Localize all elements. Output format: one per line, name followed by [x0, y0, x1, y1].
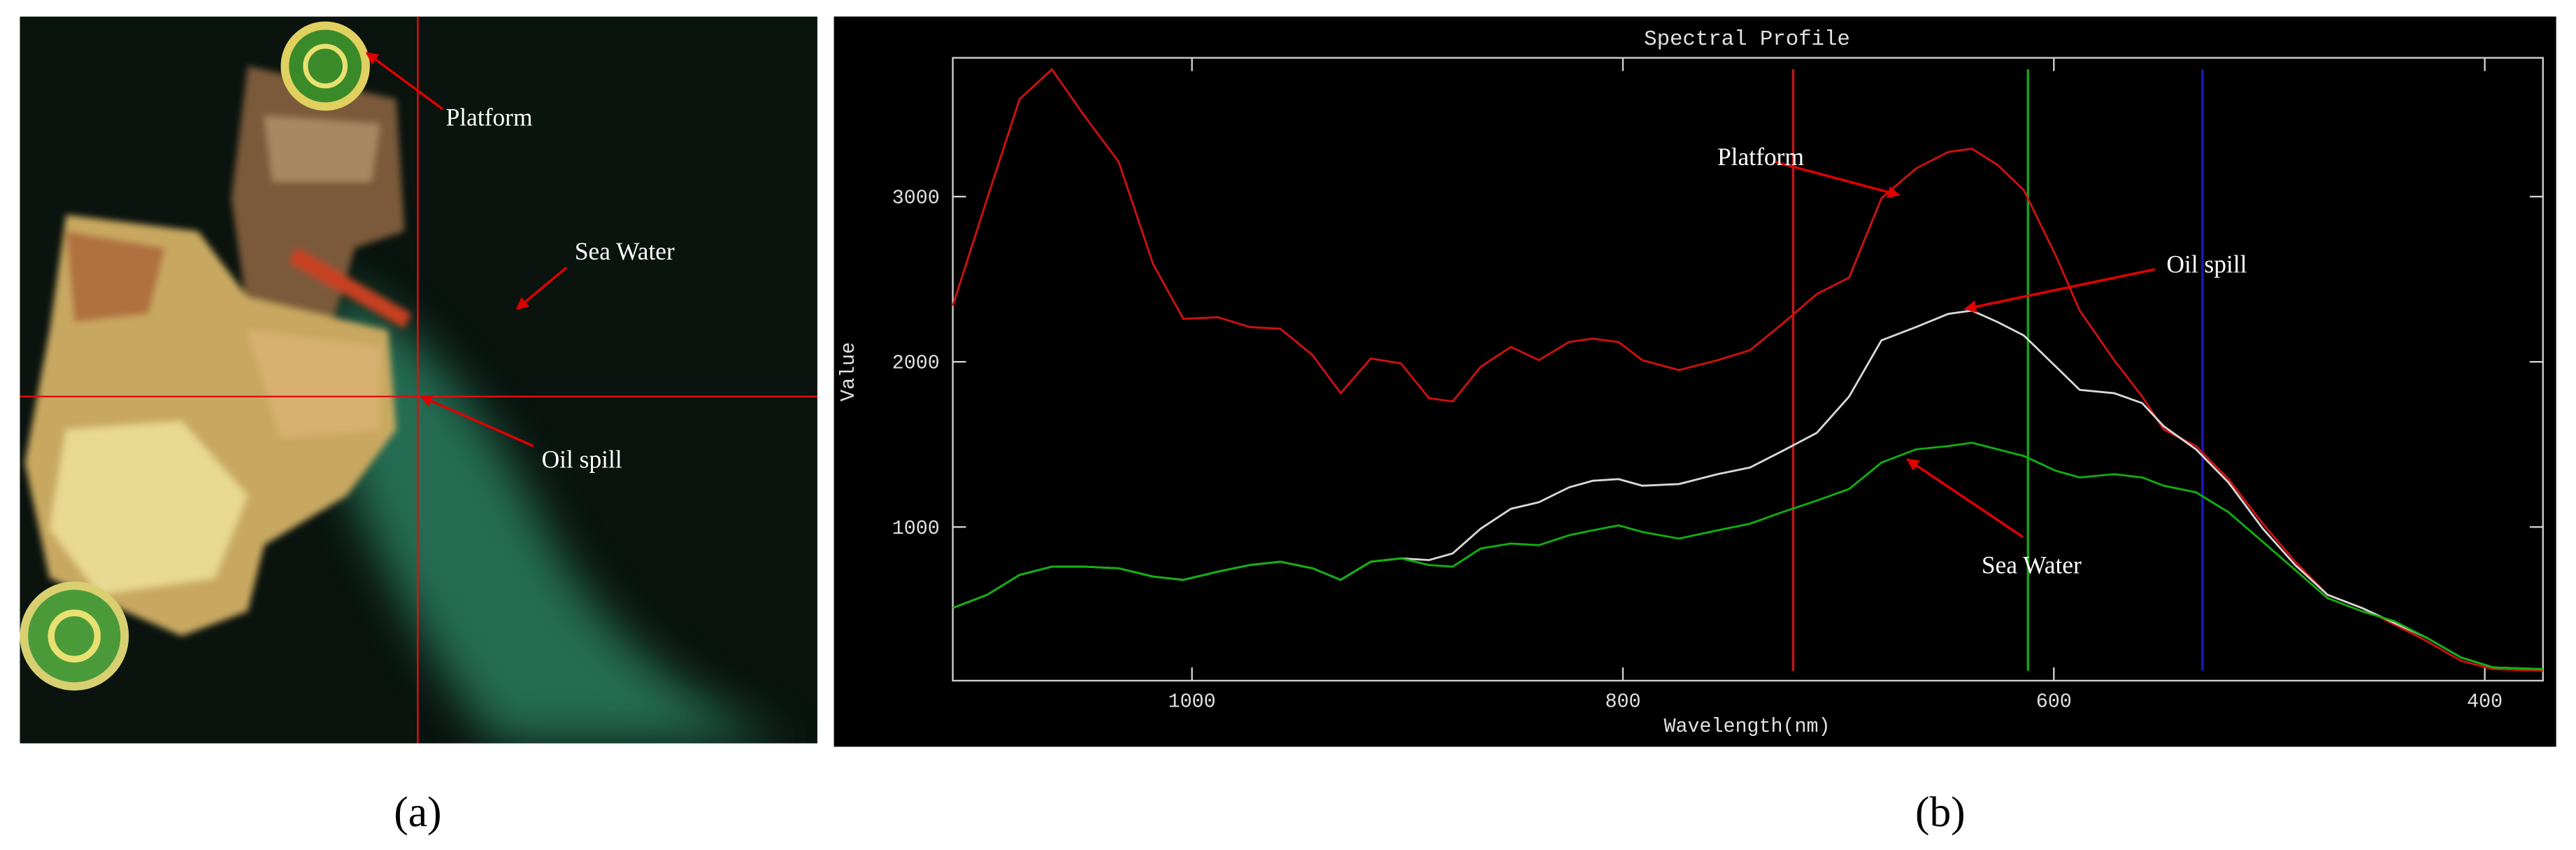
y-axis-label: Value — [837, 342, 860, 402]
y-tick-label: 3000 — [892, 186, 940, 209]
y-tick-label: 2000 — [892, 352, 940, 375]
plot: 1000 2000 3000 1000 800 600 400 Platform Oil spi… — [892, 57, 2543, 714]
chart-background — [833, 16, 2556, 747]
helipad — [289, 29, 362, 103]
annotation: Sea Water — [575, 237, 675, 265]
y-tick-label: 1000 — [892, 517, 940, 540]
arrow — [515, 267, 568, 310]
x-tick-label: 1000 — [1168, 690, 1216, 714]
image-panel — [20, 16, 817, 744]
series-line — [952, 68, 2543, 672]
annotation: Platform — [1717, 143, 1804, 171]
chart-title: Spectral Profile — [1644, 27, 1850, 52]
arrow — [1906, 458, 2024, 538]
annotation: Platform — [446, 103, 533, 131]
annotation: Sea Water — [1982, 551, 2082, 579]
plot-frame — [952, 57, 2544, 682]
helipad — [48, 609, 101, 663]
arrow — [365, 52, 443, 111]
annotation: Oil spill — [2166, 250, 2247, 278]
x-tick-label: 400 — [2467, 690, 2503, 714]
x-tick-label: 800 — [1605, 690, 1640, 714]
x-tick-label: 600 — [2036, 690, 2072, 714]
panel-caption: (a) — [394, 788, 441, 836]
arrow — [1775, 160, 1901, 199]
helipad — [303, 43, 348, 89]
panel-caption: (b) — [1915, 788, 1966, 836]
helipad — [28, 590, 121, 683]
annotation: Oil spill — [542, 445, 622, 473]
x-axis-label: Wavelength(nm) — [1664, 715, 1831, 738]
arrow — [420, 395, 534, 448]
series-line — [952, 441, 2543, 670]
arrow — [1963, 268, 2156, 313]
platform — [24, 66, 412, 637]
image-annotations: Platform Sea Water Oil spill — [365, 52, 675, 473]
